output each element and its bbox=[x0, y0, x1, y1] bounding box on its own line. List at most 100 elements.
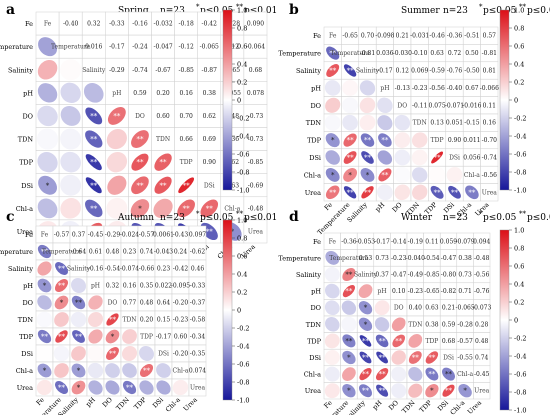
diagonal-label: DO bbox=[397, 102, 407, 109]
correlation-value: -0.85 bbox=[248, 159, 264, 166]
correlation-value: -0.51 bbox=[464, 33, 479, 40]
row-label: DSi bbox=[21, 350, 33, 358]
colorbar-tick-label: -0.8 bbox=[237, 169, 250, 177]
correlation-ellipse bbox=[408, 383, 423, 398]
significance-marker: ** bbox=[109, 316, 117, 324]
correlation-value: -0.81 bbox=[482, 50, 497, 57]
diagonal-label: Salinity bbox=[354, 272, 378, 279]
correlation-value: 0.075 bbox=[429, 102, 446, 109]
correlation-ellipse bbox=[55, 330, 68, 343]
correlation-value: 0.48 bbox=[475, 338, 489, 345]
correlation-ellipse bbox=[54, 295, 69, 310]
correlation-ellipse bbox=[85, 107, 103, 125]
colorbar-tick-label: -0.2 bbox=[514, 115, 527, 123]
significance-marker: ** bbox=[183, 182, 191, 190]
row-label: Fe bbox=[313, 238, 321, 246]
sig-double: ** bbox=[236, 3, 244, 11]
correlation-ellipse bbox=[72, 330, 85, 343]
significance-marker: * bbox=[463, 387, 467, 395]
colorbar bbox=[222, 9, 233, 191]
correlation-value: 0.37 bbox=[72, 232, 86, 239]
correlation-ellipse bbox=[360, 167, 375, 182]
correlation-ellipse bbox=[156, 380, 171, 395]
significance-marker: ** bbox=[347, 154, 355, 162]
correlation-value: -0.57 bbox=[139, 232, 155, 239]
row-label: Temperature bbox=[0, 248, 33, 256]
correlation-ellipse bbox=[122, 329, 137, 344]
correlation-ellipse bbox=[177, 199, 195, 218]
correlation-ellipse bbox=[361, 186, 374, 199]
diagonal-label: Chl-a bbox=[173, 368, 189, 375]
significance-marker: * bbox=[331, 171, 335, 179]
correlation-ellipse bbox=[325, 150, 340, 165]
correlation-value: 0.097 bbox=[189, 232, 206, 239]
colorbar-tick-label: -0.2 bbox=[237, 325, 250, 333]
correlation-ellipse bbox=[411, 132, 428, 148]
significance-marker: ** bbox=[206, 205, 214, 213]
panel-season: Winter bbox=[401, 213, 433, 223]
correlation-value: -0.20 bbox=[173, 351, 189, 358]
colorbar-tick-label: 0.8 bbox=[514, 25, 524, 33]
correlation-value: 0.90 bbox=[203, 159, 217, 166]
correlation-value: -0.024 bbox=[120, 232, 139, 239]
panel-n-label: n=23 bbox=[443, 213, 468, 223]
row-label: pH bbox=[311, 84, 321, 92]
correlation-ellipse bbox=[60, 174, 82, 196]
correlation-ellipse bbox=[54, 363, 69, 378]
colorbar bbox=[499, 9, 510, 191]
row-label: Salinity bbox=[8, 66, 33, 74]
correlation-value: 0.48 bbox=[106, 249, 120, 256]
significance-marker: ** bbox=[381, 137, 389, 145]
row-label: Chl-a bbox=[304, 171, 321, 179]
sig-star-label: p≤0.05 bbox=[200, 213, 234, 223]
correlation-value: 0.078 bbox=[247, 90, 264, 97]
correlation-ellipse bbox=[425, 367, 439, 381]
correlation-value: -0.043 bbox=[154, 249, 173, 256]
correlation-value: -0.57 bbox=[457, 338, 473, 345]
significance-marker: ** bbox=[160, 182, 168, 190]
correlation-ellipse bbox=[71, 363, 86, 378]
row-label: Salinity bbox=[296, 67, 321, 75]
correlation-ellipse bbox=[37, 244, 52, 259]
colorbar-tick-label: 1.0 bbox=[237, 7, 247, 15]
sig-double-label: p≤0.01 bbox=[527, 213, 550, 223]
correlation-ellipse bbox=[324, 300, 340, 316]
correlation-value: 0.53 bbox=[359, 255, 373, 262]
row-label: TDP bbox=[19, 159, 34, 167]
column-label: pH bbox=[374, 201, 387, 214]
colorbar-tick-label: 0.8 bbox=[514, 245, 524, 253]
row-label: DSi bbox=[21, 182, 33, 190]
correlation-ellipse bbox=[106, 197, 128, 219]
correlation-value: -0.76 bbox=[447, 68, 463, 75]
correlation-ellipse bbox=[38, 175, 57, 195]
row-label: Urea bbox=[305, 189, 321, 197]
correlation-value: -0.10 bbox=[412, 50, 428, 57]
heatmap-cell bbox=[188, 378, 207, 397]
correlation-ellipse bbox=[374, 300, 390, 316]
correlation-value: -0.23 bbox=[173, 317, 189, 324]
significance-marker: * bbox=[60, 299, 64, 307]
correlation-value: -0.74 bbox=[132, 67, 148, 74]
correlation-ellipse bbox=[37, 198, 58, 219]
colorbar-tick-label: 0.2 bbox=[514, 299, 524, 307]
colorbar-tick-label: -0.4 bbox=[514, 133, 527, 141]
correlation-ellipse bbox=[343, 133, 357, 147]
colorbar-tick-label: 1.0 bbox=[514, 7, 524, 15]
colorbar-tick-label: 0.6 bbox=[237, 43, 247, 51]
correlation-ellipse bbox=[55, 262, 68, 275]
correlation-ellipse bbox=[60, 82, 81, 104]
correlation-value: -0.85 bbox=[178, 67, 194, 74]
correlation-value: 0.50 bbox=[465, 50, 479, 57]
diagonal-label: TDP bbox=[140, 334, 153, 341]
colorbar-tick-label: 1.0 bbox=[514, 227, 524, 235]
colorbar-tick-label: -1.0 bbox=[514, 187, 527, 195]
correlation-value: 0.24 bbox=[174, 249, 188, 256]
correlation-value: -0.73 bbox=[248, 136, 264, 143]
sig-star: * bbox=[196, 3, 200, 11]
colorbar-tick-label: -1.0 bbox=[237, 187, 250, 195]
significance-marker: ** bbox=[90, 112, 98, 120]
significance-marker: ** bbox=[90, 159, 98, 167]
significance-marker: * bbox=[347, 387, 351, 395]
significance-marker: ** bbox=[136, 182, 144, 190]
correlation-ellipse bbox=[83, 83, 104, 103]
